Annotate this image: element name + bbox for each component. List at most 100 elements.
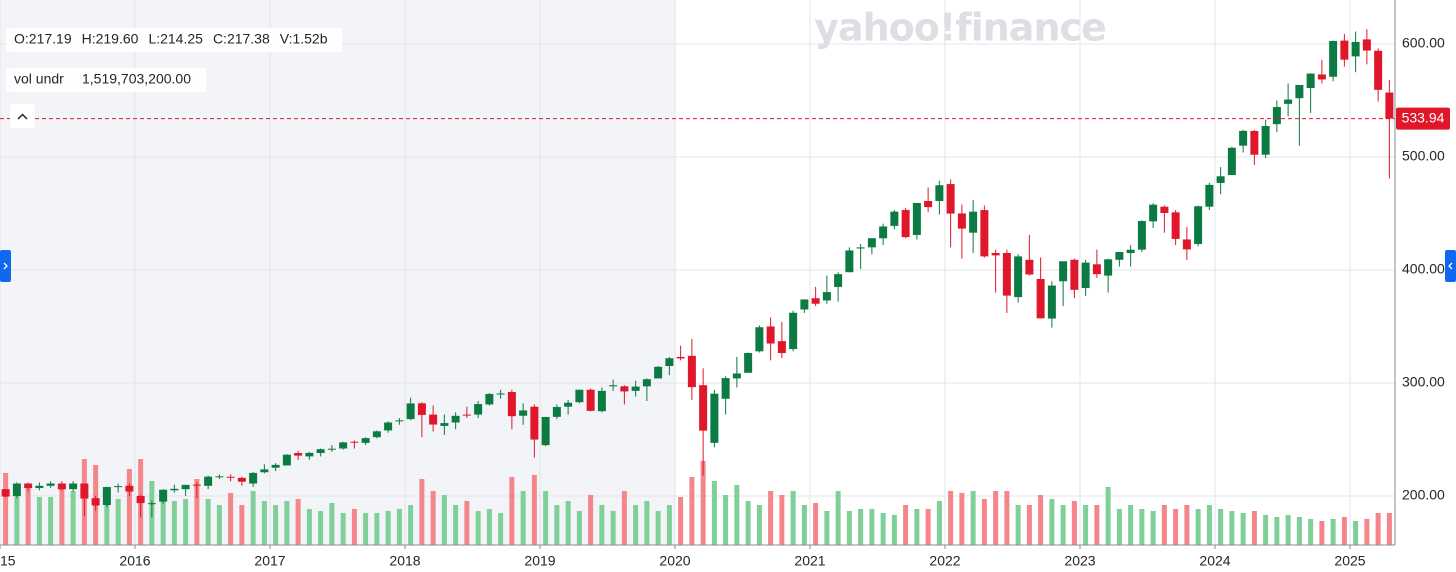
volume-bar — [1285, 515, 1291, 545]
candle-body — [1340, 40, 1349, 60]
candle-body — [1014, 256, 1023, 298]
candle-body — [35, 485, 44, 489]
volume-bar — [858, 509, 864, 545]
candle-body — [1374, 50, 1383, 90]
volume-bar — [914, 509, 920, 545]
candle-body — [429, 414, 438, 425]
candle-body — [1137, 221, 1146, 250]
volume-bar — [1218, 509, 1224, 545]
volume-bar — [261, 501, 267, 545]
candle-body — [519, 410, 528, 416]
volume-bar — [1206, 505, 1212, 545]
candle-body — [282, 454, 291, 466]
candle-body — [924, 201, 933, 208]
y-tick-label: 600.00 — [1402, 35, 1445, 51]
right-tab[interactable] — [1445, 250, 1456, 282]
volume-bar — [970, 491, 976, 545]
volume-bar — [329, 503, 335, 545]
candle-body — [1092, 264, 1101, 275]
volume-bar — [543, 491, 549, 545]
candle-body — [609, 385, 618, 387]
volume-bar — [239, 505, 245, 545]
volume-bar — [1015, 505, 1021, 545]
candle-body — [552, 407, 561, 417]
volume-bar — [1105, 487, 1111, 545]
candle-body — [856, 247, 865, 249]
candle-body — [901, 210, 910, 238]
candle-body — [327, 448, 336, 450]
candle-body — [1025, 259, 1034, 275]
volume-bar — [306, 509, 312, 545]
volume-bar — [250, 491, 256, 545]
volume-bar — [756, 505, 762, 545]
current-price-box — [1396, 107, 1450, 130]
candle-body — [215, 476, 224, 478]
volume-bar — [3, 473, 9, 545]
volume-bar — [1116, 509, 1122, 545]
volume-legend-name: vol undr — [14, 71, 64, 87]
candle-body — [1205, 184, 1214, 207]
volume-bar — [981, 499, 987, 545]
candle-body — [586, 389, 595, 411]
volume-bar — [1161, 505, 1167, 545]
candle-body — [631, 386, 640, 391]
volume-bar — [453, 505, 459, 545]
candle-body — [1, 489, 10, 497]
candle-body — [912, 202, 921, 235]
volume-bar — [801, 505, 807, 545]
volume-bar — [1060, 505, 1066, 545]
candle-body — [755, 327, 764, 352]
candle-body — [102, 487, 111, 505]
volume-bar — [318, 511, 324, 545]
candle-body — [1239, 130, 1248, 146]
candle-body — [744, 353, 753, 373]
candle-body — [721, 378, 730, 399]
x-tick-label: 2022 — [929, 553, 960, 569]
volume-bar — [498, 513, 504, 545]
volume-bar — [1139, 509, 1145, 545]
collapse-button[interactable] — [10, 104, 35, 128]
candle-body — [496, 393, 505, 395]
volume-bar — [1375, 513, 1381, 545]
candle-body — [1295, 84, 1304, 99]
volume-bar — [284, 501, 290, 545]
candle-body — [1284, 99, 1293, 104]
candle-body — [1081, 262, 1090, 289]
volume-bar — [216, 505, 222, 545]
legend-box — [6, 28, 342, 52]
volume-bar — [1229, 511, 1235, 545]
candle-body — [474, 404, 483, 415]
candle-body — [879, 226, 888, 239]
volume-bar — [993, 491, 999, 545]
candle-body — [406, 403, 415, 420]
candle-body — [125, 485, 134, 492]
volume-bar — [171, 501, 177, 545]
volume-bar — [813, 503, 819, 545]
candle-body — [946, 184, 955, 214]
candle-body — [440, 423, 449, 426]
volume-bar — [1128, 505, 1134, 545]
volume-bar — [48, 497, 54, 545]
x-tick-label: 2025 — [1334, 553, 1365, 569]
candle-body — [530, 406, 539, 440]
volume-bar — [14, 491, 20, 545]
volume-bar — [824, 511, 830, 545]
candle-body — [1261, 125, 1270, 155]
candle-body — [800, 299, 809, 310]
volume-bar — [441, 495, 447, 545]
volume-bar — [723, 495, 729, 545]
candle-body — [957, 213, 966, 229]
candle-body — [1070, 259, 1079, 290]
volume-bar — [520, 491, 526, 545]
candle-body — [1059, 261, 1068, 282]
candle-body — [294, 453, 303, 456]
candle-body — [1385, 92, 1394, 119]
volume-bar — [1026, 505, 1032, 545]
candle-body — [845, 250, 854, 273]
candle-body — [339, 442, 348, 449]
volume-bar — [644, 501, 650, 545]
volume-bar — [903, 505, 909, 545]
candle-body — [969, 211, 978, 233]
left-tab[interactable] — [0, 250, 11, 282]
volume-bar — [363, 513, 369, 545]
